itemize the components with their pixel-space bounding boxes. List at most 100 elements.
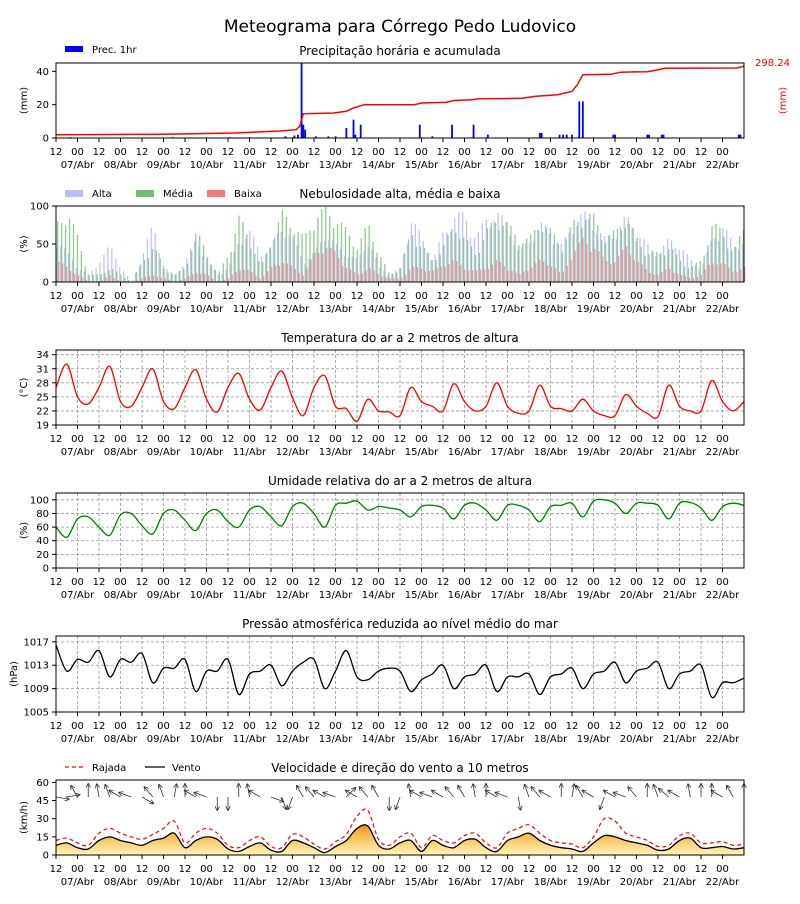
x-tick-label: 00: [716, 721, 729, 732]
x-tick-label: 00: [329, 721, 342, 732]
x-tick-label: 12: [136, 291, 149, 302]
cloud-bar-baixa: [236, 272, 237, 282]
x-date-label: 17/Abr: [491, 304, 525, 315]
x-date-label: 07/Abr: [61, 877, 95, 888]
cloud-bar-baixa: [409, 270, 410, 282]
x-tick-label: 12: [609, 291, 622, 302]
x-tick-label: 12: [308, 291, 321, 302]
x-tick-label: 12: [695, 147, 708, 158]
cloud-bar-baixa: [70, 271, 71, 282]
wind-direction-arrow: [372, 786, 379, 797]
wind-direction-arrow: [313, 791, 324, 798]
x-date-label: 15/Abr: [405, 304, 439, 315]
x-date-label: 16/Abr: [448, 590, 482, 601]
x-date-label: 21/Abr: [663, 734, 697, 745]
cloud-bar-baixa: [460, 265, 461, 282]
x-tick-label: 12: [222, 577, 235, 588]
x-tick-label: 12: [222, 864, 235, 875]
x-tick-label: 00: [587, 864, 600, 875]
x-tick-label: 12: [566, 864, 579, 875]
cloud-bar-baixa: [736, 272, 737, 282]
x-tick-label: 00: [329, 434, 342, 445]
panel-title: Pressão atmosférica reduzida ao nível mé…: [242, 617, 558, 631]
x-date-label: 15/Abr: [405, 160, 439, 171]
x-date-label: 16/Abr: [448, 877, 482, 888]
y-tick-label: 28: [36, 378, 49, 389]
legend-swatch: [207, 190, 225, 197]
x-tick-label: 00: [501, 721, 514, 732]
y-tick-label: 40: [36, 67, 49, 78]
x-tick-label: 12: [351, 864, 364, 875]
cloud-bar-baixa: [681, 275, 682, 282]
cloud-bar-baixa: [275, 265, 276, 282]
legend-swatch-prec: [65, 46, 83, 52]
cloud-bar-baixa: [709, 265, 710, 282]
x-tick-label: 12: [265, 864, 278, 875]
x-tick-label: 12: [179, 147, 192, 158]
x-date-label: 21/Abr: [663, 590, 697, 601]
x-tick-label: 00: [630, 147, 643, 158]
y-tick-label: 25: [36, 392, 49, 403]
panel-title: Temperatura do ar a 2 metros de altura: [280, 331, 519, 345]
x-date-label: 15/Abr: [405, 734, 439, 745]
x-tick-label: 12: [437, 721, 450, 732]
x-date-label: 13/Abr: [319, 877, 353, 888]
wind-direction-arrow: [600, 797, 604, 809]
x-tick-label: 12: [179, 577, 192, 588]
wind-direction-arrow: [184, 791, 195, 798]
x-tick-label: 00: [286, 721, 299, 732]
x-tick-label: 00: [673, 434, 686, 445]
x-tick-label: 12: [695, 721, 708, 732]
cloud-bar-baixa: [393, 278, 394, 282]
x-tick-label: 00: [114, 434, 127, 445]
x-date-label: 10/Abr: [190, 590, 224, 601]
x-tick-label: 00: [114, 291, 127, 302]
x-tick-label: 00: [157, 147, 170, 158]
x-tick-label: 12: [695, 864, 708, 875]
x-date-label: 07/Abr: [61, 447, 95, 458]
x-tick-label: 00: [243, 291, 256, 302]
y-tick-label: 100: [30, 202, 49, 213]
x-tick-label: 12: [480, 147, 493, 158]
wind-direction-arrow: [576, 786, 583, 797]
cloud-bar-baixa: [310, 259, 311, 282]
x-tick-label: 12: [437, 147, 450, 158]
y-tick-label: 100: [30, 495, 49, 506]
cloud-bar-média: [301, 234, 302, 282]
wind-direction-arrow: [396, 797, 400, 809]
y-tick-label: 0: [43, 564, 49, 575]
cloud-bar-baixa: [109, 275, 110, 282]
wind-direction-arrow: [539, 791, 550, 798]
cloud-bar-baixa: [200, 274, 201, 282]
x-tick-label: 12: [437, 434, 450, 445]
x-tick-label: 12: [609, 721, 622, 732]
cloud-bar-baixa: [448, 264, 449, 282]
x-tick-label: 12: [523, 721, 536, 732]
precip-bar: [451, 125, 453, 138]
x-tick-label: 12: [265, 721, 278, 732]
x-tick-label: 12: [308, 434, 321, 445]
x-tick-label: 12: [136, 721, 149, 732]
cloud-bar-baixa: [291, 266, 292, 282]
page-title: Meteograma para Córrego Pedo Ludovico: [224, 17, 576, 37]
x-date-label: 16/Abr: [448, 447, 482, 458]
x-tick-label: 12: [93, 864, 106, 875]
y-tick-label: 60: [36, 778, 49, 789]
x-tick-label: 00: [673, 291, 686, 302]
cloud-bar-baixa: [531, 268, 532, 282]
cloud-bar-baixa: [484, 270, 485, 282]
wind-direction-arrow: [288, 797, 292, 809]
x-tick-label: 12: [480, 577, 493, 588]
x-date-label: 08/Abr: [104, 160, 138, 171]
cloud-bar-baixa: [105, 277, 106, 282]
y-tick-label: 1013: [24, 661, 49, 672]
x-tick-label: 00: [372, 434, 385, 445]
cloud-bar-baixa: [370, 269, 371, 282]
x-tick-label: 00: [200, 577, 213, 588]
cloud-bar-baixa: [259, 279, 260, 282]
cloud-bar-baixa: [500, 262, 501, 282]
x-date-label: 21/Abr: [663, 447, 697, 458]
cloud-bar-baixa: [496, 260, 497, 282]
